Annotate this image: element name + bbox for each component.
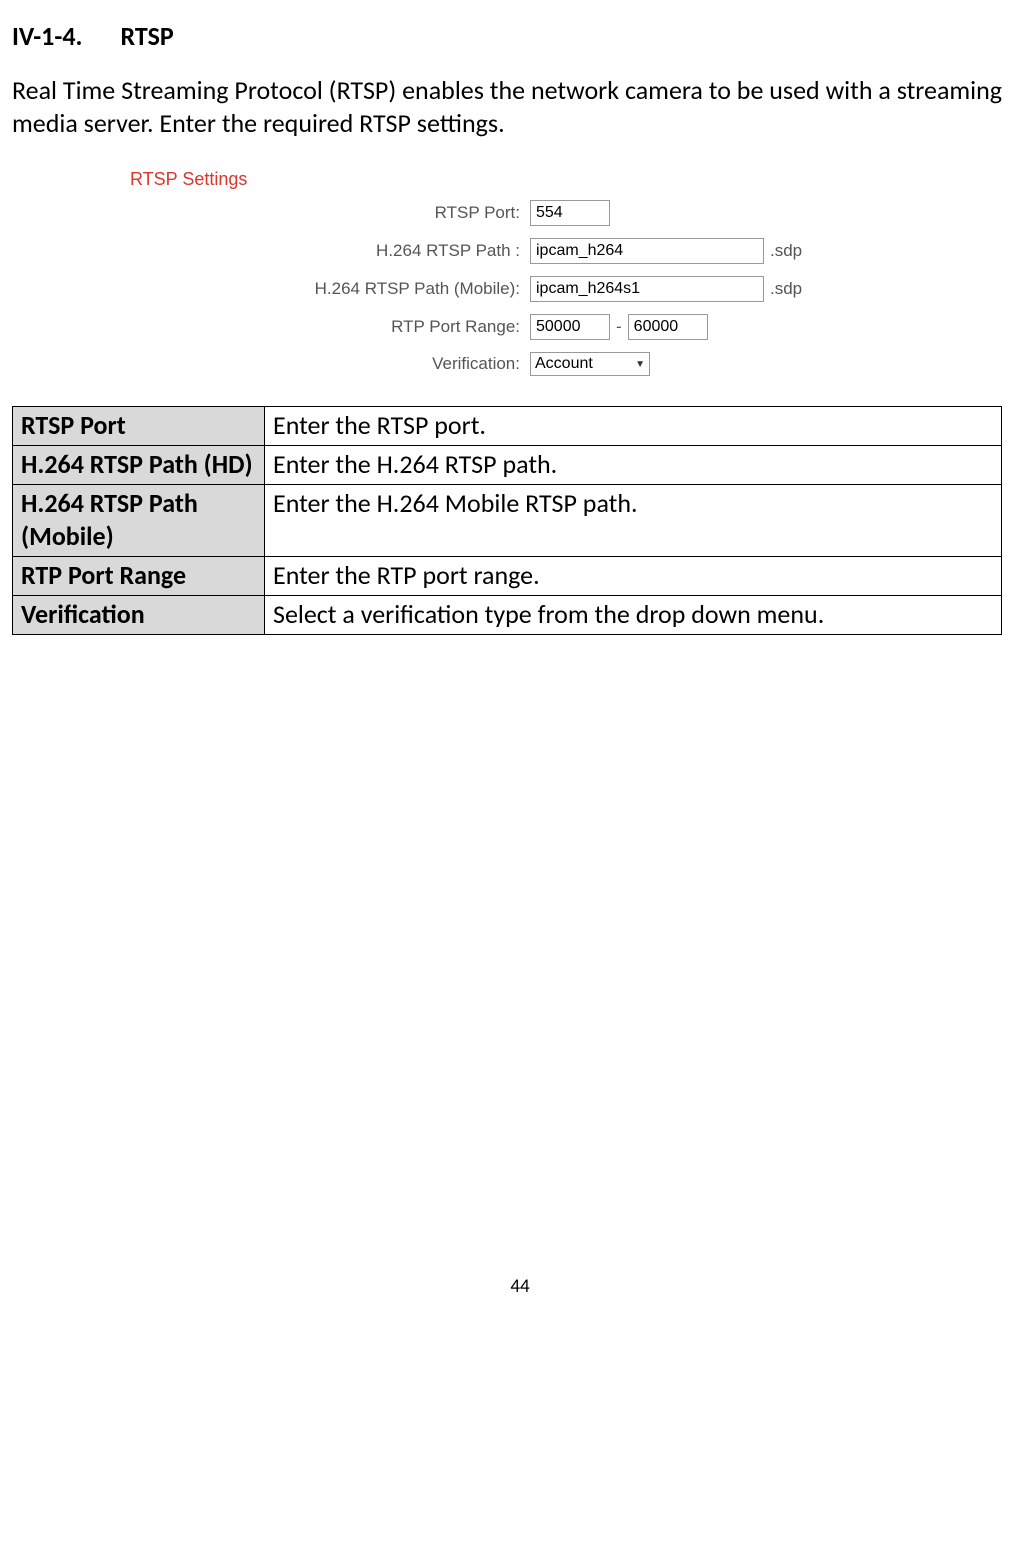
table-val: Enter the RTSP port. (265, 407, 1002, 446)
h264-path-suffix: .sdp (770, 241, 802, 261)
rtsp-settings-title: RTSP Settings (130, 169, 910, 190)
rtp-range-to-input[interactable] (628, 314, 708, 340)
verification-selected: Account (535, 355, 593, 373)
verification-select[interactable]: Account ▼ (530, 352, 650, 376)
h264-mobile-suffix: .sdp (770, 279, 802, 299)
table-key: Verification (13, 595, 265, 634)
section-number: IV-1-4. (12, 20, 82, 52)
table-val: Enter the H.264 RTSP path. (265, 445, 1002, 484)
rtsp-port-row: RTSP Port: (130, 200, 910, 226)
rtsp-port-label: RTSP Port: (130, 203, 530, 223)
chevron-down-icon: ▼ (635, 359, 645, 370)
h264-path-input[interactable] (530, 238, 764, 264)
table-key: H.264 RTSP Path (Mobile) (13, 484, 265, 557)
table-key: RTSP Port (13, 407, 265, 446)
table-key: H.264 RTSP Path (HD) (13, 445, 265, 484)
table-val: Select a verification type from the drop… (265, 595, 1002, 634)
verification-label: Verification: (130, 354, 530, 374)
rtp-range-dash: - (616, 317, 622, 337)
table-row: H.264 RTSP Path (HD) Enter the H.264 RTS… (13, 445, 1002, 484)
h264-path-row: H.264 RTSP Path : .sdp (130, 238, 910, 264)
table-row: Verification Select a verification type … (13, 595, 1002, 634)
rtsp-settings-panel: RTSP Settings RTSP Port: H.264 RTSP Path… (130, 169, 910, 376)
intro-text: Real Time Streaming Protocol (RTSP) enab… (12, 74, 1028, 139)
table-val: Enter the RTP port range. (265, 557, 1002, 596)
h264-mobile-input[interactable] (530, 276, 764, 302)
page-number: 44 (12, 1275, 1028, 1298)
h264-path-label: H.264 RTSP Path : (130, 241, 530, 261)
table-row: H.264 RTSP Path (Mobile) Enter the H.264… (13, 484, 1002, 557)
table-val: Enter the H.264 Mobile RTSP path. (265, 484, 1002, 557)
table-row: RTSP Port Enter the RTSP port. (13, 407, 1002, 446)
table-key: RTP Port Range (13, 557, 265, 596)
h264-mobile-label: H.264 RTSP Path (Mobile): (130, 279, 530, 299)
table-row: RTP Port Range Enter the RTP port range. (13, 557, 1002, 596)
rtp-range-label: RTP Port Range: (130, 317, 530, 337)
section-title: RTSP (120, 20, 173, 52)
rtp-range-from-input[interactable] (530, 314, 610, 340)
rtp-range-row: RTP Port Range: - (130, 314, 910, 340)
description-table: RTSP Port Enter the RTSP port. H.264 RTS… (12, 406, 1002, 635)
h264-mobile-row: H.264 RTSP Path (Mobile): .sdp (130, 276, 910, 302)
rtsp-port-input[interactable] (530, 200, 610, 226)
section-heading: IV-1-4. RTSP (12, 20, 1028, 52)
verification-row: Verification: Account ▼ (130, 352, 910, 376)
